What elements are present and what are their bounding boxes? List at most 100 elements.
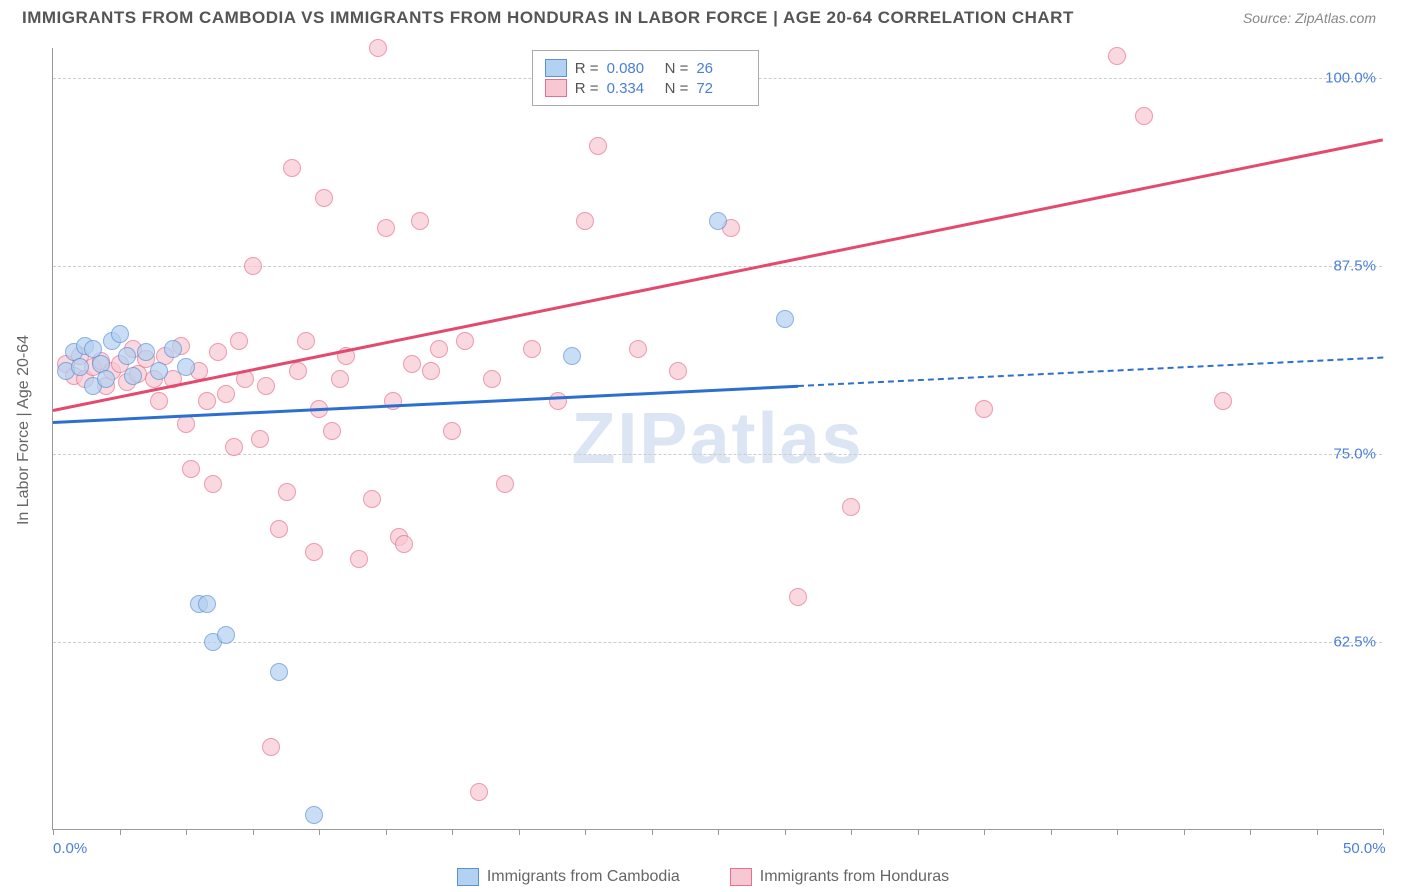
data-point — [217, 385, 235, 403]
data-point — [278, 483, 296, 501]
data-point — [204, 475, 222, 493]
data-point — [456, 332, 474, 350]
data-point — [289, 362, 307, 380]
x-tick-mark — [585, 829, 586, 835]
r-value: 0.334 — [607, 80, 657, 97]
y-tick-label: 87.5% — [1333, 258, 1376, 275]
data-point — [230, 332, 248, 350]
legend-row-honduras: R =0.334N =72 — [545, 79, 747, 97]
data-point — [1214, 392, 1232, 410]
data-point — [262, 738, 280, 756]
x-tick-mark — [1250, 829, 1251, 835]
data-point — [244, 257, 262, 275]
gridline — [53, 454, 1382, 455]
data-point — [776, 310, 794, 328]
n-label: N = — [665, 60, 689, 77]
data-point — [257, 377, 275, 395]
data-point — [403, 355, 421, 373]
data-point — [137, 343, 155, 361]
x-tick-mark — [253, 829, 254, 835]
data-point — [1108, 47, 1126, 65]
data-point — [576, 212, 594, 230]
legend-item-honduras: Immigrants from Honduras — [730, 868, 949, 886]
trend-line — [53, 138, 1384, 412]
data-point — [177, 358, 195, 376]
data-point — [71, 358, 89, 376]
data-point — [483, 370, 501, 388]
x-tick-mark — [386, 829, 387, 835]
x-tick-mark — [1383, 829, 1384, 835]
data-point — [305, 543, 323, 561]
data-point — [789, 588, 807, 606]
data-point — [709, 212, 727, 230]
r-label: R = — [575, 80, 599, 97]
data-point — [1135, 107, 1153, 125]
data-point — [315, 189, 333, 207]
data-point — [563, 347, 581, 365]
data-point — [270, 520, 288, 538]
data-point — [323, 422, 341, 440]
n-value: 26 — [696, 60, 746, 77]
data-point — [164, 340, 182, 358]
data-point — [395, 535, 413, 553]
data-point — [422, 362, 440, 380]
data-point — [217, 626, 235, 644]
data-point — [111, 325, 129, 343]
data-point — [305, 806, 323, 824]
correlation-legend: R =0.080N =26R =0.334N =72 — [532, 50, 760, 106]
legend-swatch — [545, 59, 567, 77]
x-tick-label: 0.0% — [53, 840, 87, 857]
source-attribution: Source: ZipAtlas.com — [1243, 10, 1376, 26]
legend-label-honduras: Immigrants from Honduras — [760, 868, 949, 886]
data-point — [470, 783, 488, 801]
data-point — [118, 347, 136, 365]
data-point — [369, 39, 387, 57]
chart-title: IMMIGRANTS FROM CAMBODIA VS IMMIGRANTS F… — [22, 8, 1074, 28]
x-tick-mark — [1117, 829, 1118, 835]
data-point — [363, 490, 381, 508]
data-point — [225, 438, 243, 456]
data-point — [150, 392, 168, 410]
data-point — [283, 159, 301, 177]
data-point — [297, 332, 315, 350]
gridline — [53, 642, 1382, 643]
y-tick-label: 75.0% — [1333, 446, 1376, 463]
x-tick-mark — [1317, 829, 1318, 835]
x-tick-mark — [984, 829, 985, 835]
y-axis-title: In Labor Force | Age 20-64 — [15, 335, 33, 525]
legend-label-cambodia: Immigrants from Cambodia — [487, 868, 680, 886]
x-tick-mark — [519, 829, 520, 835]
x-tick-mark — [120, 829, 121, 835]
legend-swatch-cambodia — [457, 868, 479, 886]
x-tick-mark — [785, 829, 786, 835]
x-tick-mark — [1051, 829, 1052, 835]
x-tick-mark — [452, 829, 453, 835]
data-point — [182, 460, 200, 478]
y-tick-label: 100.0% — [1325, 70, 1376, 87]
y-tick-label: 62.5% — [1333, 634, 1376, 651]
legend-item-cambodia: Immigrants from Cambodia — [457, 868, 680, 886]
r-label: R = — [575, 60, 599, 77]
data-point — [97, 370, 115, 388]
data-point — [523, 340, 541, 358]
x-tick-mark — [718, 829, 719, 835]
x-tick-mark — [851, 829, 852, 835]
trend-line — [798, 356, 1383, 386]
r-value: 0.080 — [607, 60, 657, 77]
data-point — [150, 362, 168, 380]
data-point — [842, 498, 860, 516]
n-value: 72 — [696, 80, 746, 97]
data-point — [198, 392, 216, 410]
data-point — [377, 219, 395, 237]
legend-row-cambodia: R = 0.080 N = 26 — [545, 59, 747, 77]
data-point — [975, 400, 993, 418]
data-point — [209, 343, 227, 361]
data-point — [589, 137, 607, 155]
chart-plot-area: ZIPatlas 62.5%75.0%87.5%100.0%0.0%50.0%R… — [52, 48, 1382, 830]
watermark-text: ZIPatlas — [571, 398, 863, 480]
data-point — [411, 212, 429, 230]
data-point — [496, 475, 514, 493]
data-point — [331, 370, 349, 388]
x-tick-mark — [1184, 829, 1185, 835]
data-point — [124, 367, 142, 385]
